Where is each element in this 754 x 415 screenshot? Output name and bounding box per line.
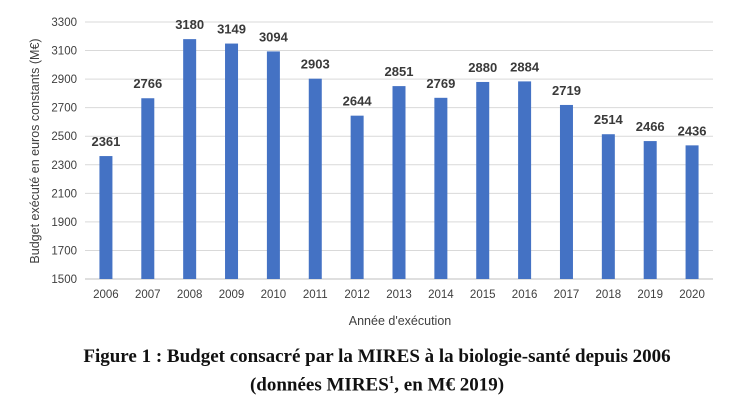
x-tick-label: 2007	[135, 289, 161, 301]
x-tick-label: 2014	[428, 289, 454, 301]
bar-chart: 1500 1700 1900 2100 2300 2500 2700 2900 3100 3300…	[28, 17, 713, 328]
y-tick-label: 2500	[51, 131, 77, 143]
data-label-2009: 3149	[217, 22, 246, 37]
x-tick-label: 2006	[93, 289, 119, 301]
bar-2009	[225, 43, 239, 279]
x-axis-ticks: 2006 2007 2008 2009 2010 2011 2012 2013 2014 2015…	[93, 289, 705, 301]
bar-2013	[392, 86, 406, 279]
caption-units-text: , en M€ 2019)	[394, 374, 505, 396]
y-tick-label: 1500	[51, 274, 77, 286]
data-label-2006: 2361	[91, 134, 120, 149]
data-label-2018: 2514	[594, 112, 624, 127]
bar-2007	[141, 98, 155, 279]
x-tick-label: 2020	[679, 289, 705, 301]
figure-caption-line1: Figure 1 : Budget consacré par la MIRES …	[83, 346, 671, 367]
x-tick-label: 2015	[470, 289, 496, 301]
bar-2015	[476, 81, 490, 279]
figure-caption-line2: (données MIRES1, en M€ 2019)	[0, 374, 754, 396]
y-tick-label: 2300	[51, 160, 77, 172]
x-tick-label: 2019	[637, 289, 663, 301]
data-label-2016: 2884	[510, 59, 540, 74]
bar-2006	[99, 156, 113, 279]
x-tick-label: 2017	[554, 289, 580, 301]
data-label-2010: 3094	[259, 29, 289, 44]
caption-source-text: (données MIRES	[249, 374, 389, 396]
data-label-2015: 2880	[468, 60, 497, 75]
x-tick-label: 2016	[512, 289, 538, 301]
x-tick-label: 2010	[261, 289, 287, 301]
x-tick-label: 2018	[596, 289, 622, 301]
bar-2012	[350, 115, 364, 279]
x-tick-label: 2013	[386, 289, 412, 301]
data-label-2020: 2436	[678, 123, 707, 138]
y-axis-ticks: 1500 1700 1900 2100 2300 2500 2700 2900 3100 3300	[51, 17, 77, 286]
y-axis-title: Budget exécuté en euros constants (M€)	[28, 38, 42, 263]
bar-2018	[601, 134, 615, 279]
data-label-2008: 3180	[175, 17, 204, 32]
y-tick-label: 2700	[51, 103, 77, 115]
bar-2020	[685, 145, 699, 279]
y-tick-label: 3100	[51, 46, 77, 58]
x-tick-label: 2012	[344, 289, 370, 301]
y-tick-label: 3300	[51, 17, 77, 29]
x-axis-title: Année d'exécution	[349, 314, 452, 328]
bar-2008	[183, 39, 197, 280]
y-tick-label: 2900	[51, 74, 77, 86]
bar-2010	[266, 51, 280, 279]
data-label-2013: 2851	[385, 64, 414, 79]
y-tick-label: 1700	[51, 245, 77, 257]
bar-2016	[518, 81, 532, 279]
bars	[99, 39, 699, 280]
footnote-marker: 1	[388, 374, 395, 386]
y-tick-label: 2100	[51, 188, 77, 200]
data-label-2014: 2769	[426, 76, 455, 91]
bar-2014	[434, 97, 448, 279]
y-tick-label: 1900	[51, 217, 77, 229]
x-tick-label: 2011	[303, 289, 328, 301]
data-label-2012: 2644	[343, 94, 373, 109]
x-tick-label: 2008	[177, 289, 203, 301]
data-labels: 2361 2766 3180 3149 3094 2903 2644 2851 2769 2880…	[91, 17, 706, 149]
bar-2017	[559, 104, 573, 279]
data-label-2019: 2466	[636, 119, 665, 134]
bar-2011	[308, 78, 322, 280]
data-label-2007: 2766	[133, 76, 162, 91]
data-label-2011: 2903	[301, 57, 330, 72]
x-tick-label: 2009	[219, 289, 245, 301]
bar-2019	[643, 141, 657, 279]
data-label-2017: 2719	[552, 83, 581, 98]
